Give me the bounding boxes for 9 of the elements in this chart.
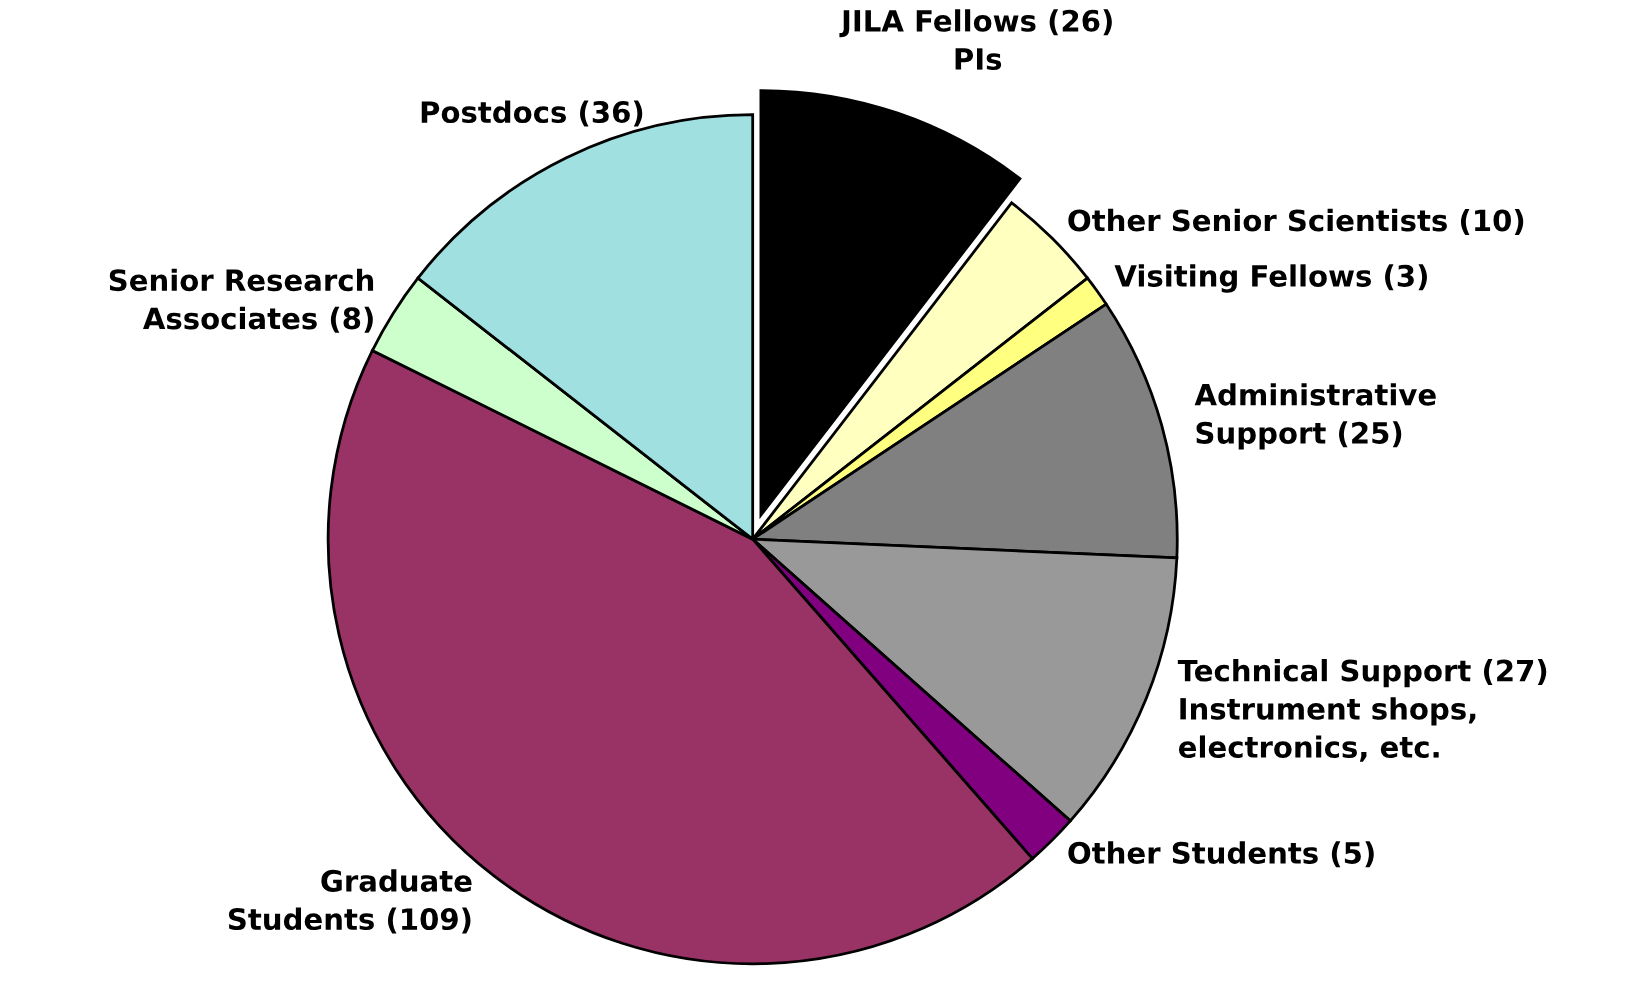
slice-label: Postdocs (36) [421,100,643,127]
slice-label: Technical Support (27) Instrument shops, electronics, etc. [1177,659,1547,762]
slice-label: Visiting Fellows (3) [1114,264,1427,293]
slice-label: Graduate Students (109) [228,869,472,934]
slice-label: Administrative Support (25) [1194,383,1436,450]
slice-label: Other Senior Scientists (10) [1068,208,1524,235]
slice-label: JILA Fellows (26) PIs [839,9,1112,71]
slice-label: Senior Research Associates (8) [109,268,374,333]
slice-label: Other Students (5) [1068,841,1374,868]
